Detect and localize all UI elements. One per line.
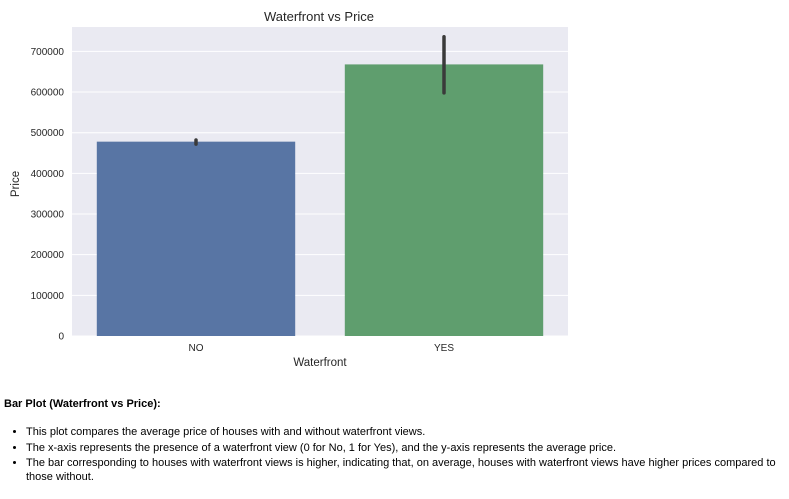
description-bullet: The bar corresponding to houses with wat… [26,457,784,484]
y-tick-label: 200000 [31,250,65,261]
bar-no [96,141,296,336]
y-tick-label: 300000 [31,210,65,221]
description-bullet: This plot compares the average price of … [26,426,784,440]
y-tick-label: 0 [58,332,64,343]
x-axis-label: Waterfront [293,357,347,369]
bars [96,64,544,336]
description-list: This plot compares the average price of … [4,426,784,484]
x-tick-labels: NO YES [189,343,455,354]
description-heading: Bar Plot (Waterfront vs Price): [4,398,161,410]
x-tick-label: YES [434,343,454,354]
x-tick-label: NO [189,343,204,354]
bar-chart: Waterfront vs Price 0 100000 200000 300000 4… [10,9,568,369]
y-tick-label: 600000 [31,88,65,99]
description-section: Bar Plot (Waterfront vs Price): This plo… [4,396,784,486]
bar-yes [344,64,544,336]
chart-title: Waterfront vs Price [264,9,374,24]
y-tick-label: 700000 [31,47,65,58]
error-bars [194,35,446,146]
y-tick-labels: 0 100000 200000 300000 400000 500000 600000 700… [31,47,65,343]
description-bullet: The x-axis represents the presence of a … [26,442,784,456]
y-tick-label: 500000 [31,128,65,139]
y-tick-label: 400000 [31,169,65,180]
y-axis-label: Price [10,171,22,197]
y-tick-label: 100000 [31,291,65,302]
